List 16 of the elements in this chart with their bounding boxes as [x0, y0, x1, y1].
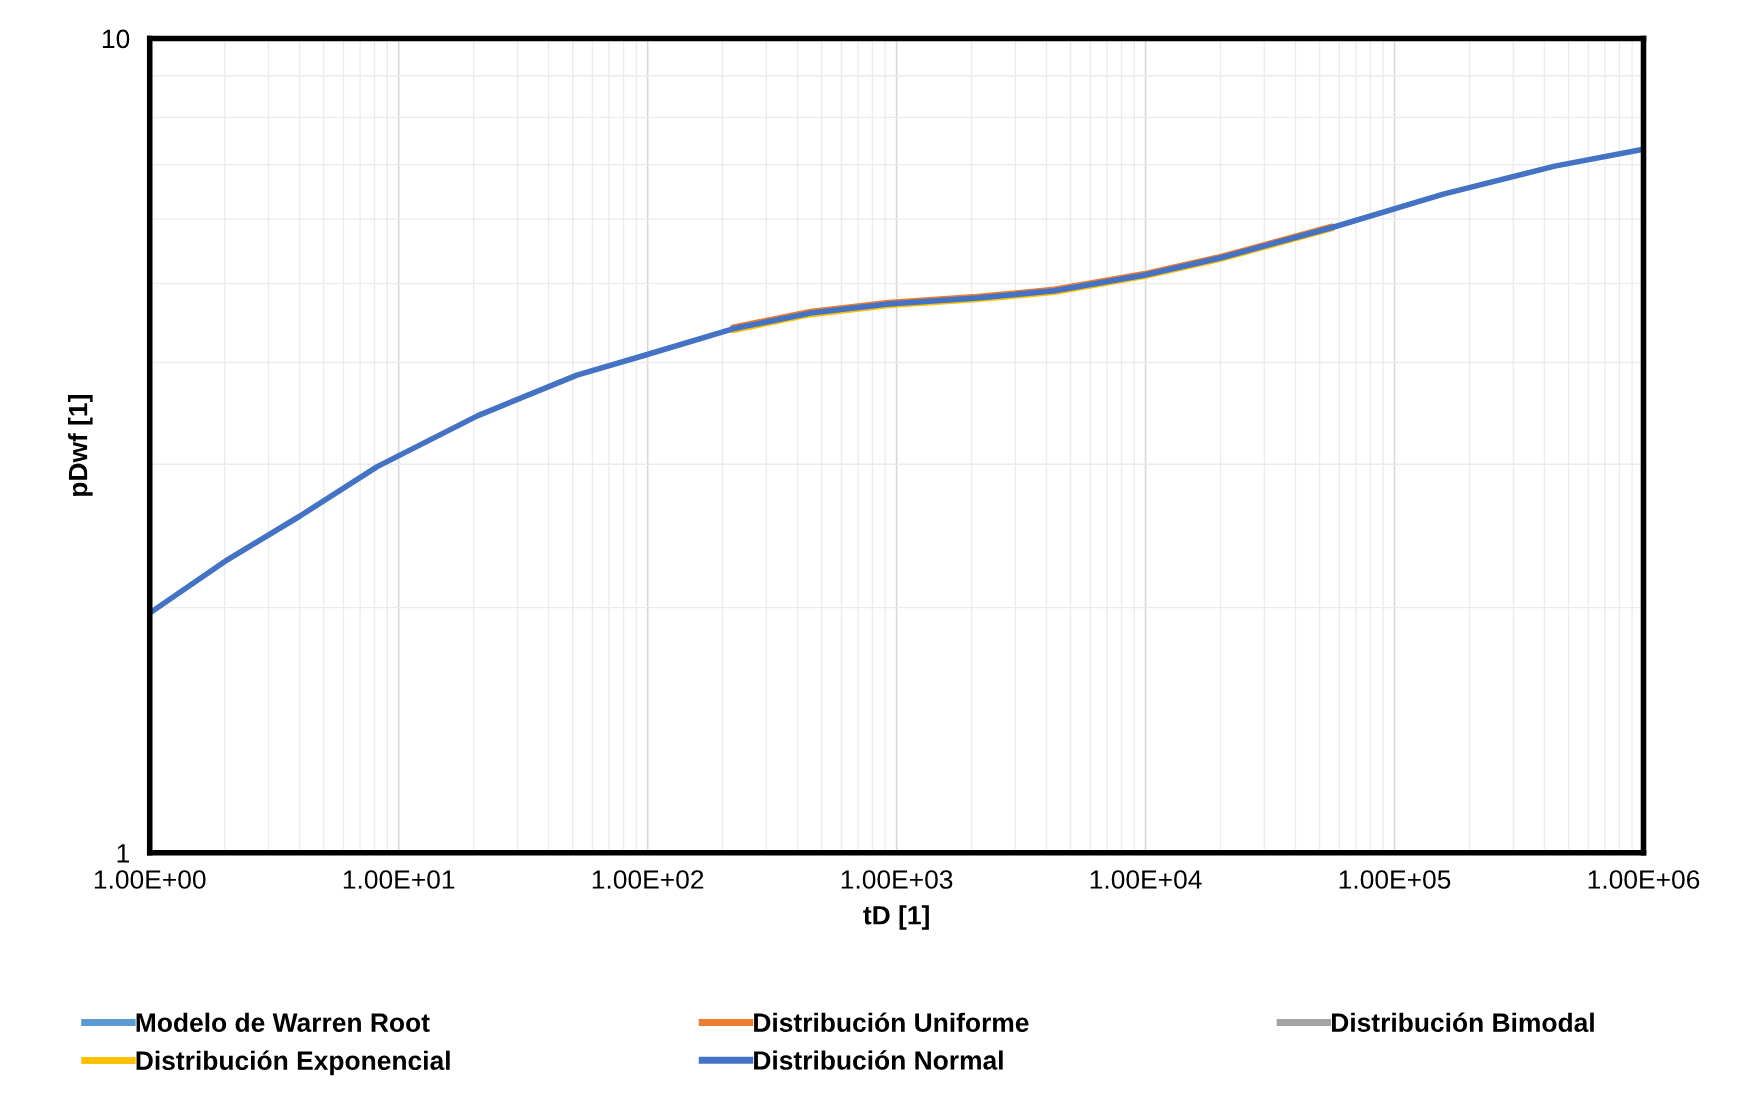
x-tick-label: 1.00E+05 — [1339, 870, 1451, 889]
x-tick-label: 1.00E+02 — [592, 870, 704, 889]
x-tick-label: 1.00E+00 — [94, 870, 206, 889]
x-tick-label: 1.00E+01 — [343, 870, 455, 889]
y-tick-label: 10 — [102, 29, 130, 49]
x-tick-label: 1.00E+03 — [841, 870, 953, 889]
x-tick-label: 1.00E+04 — [1090, 870, 1202, 889]
legend-label: Distribución Bimodal — [1332, 1012, 1594, 1033]
y-tick-label: 1 — [117, 844, 129, 863]
legend-label: Distribución Exponencial — [136, 1050, 450, 1076]
y-axis-title: pDwf [1] — [68, 395, 93, 496]
legend-label: Modelo de Warren Root — [136, 1012, 430, 1033]
legend-label: Distribución Uniforme — [754, 1012, 1029, 1033]
legend-label: Distribución Normal — [754, 1050, 1003, 1070]
x-axis-title: tD [1] — [863, 905, 929, 930]
x-tick-label: 1.00E+06 — [1588, 870, 1700, 889]
